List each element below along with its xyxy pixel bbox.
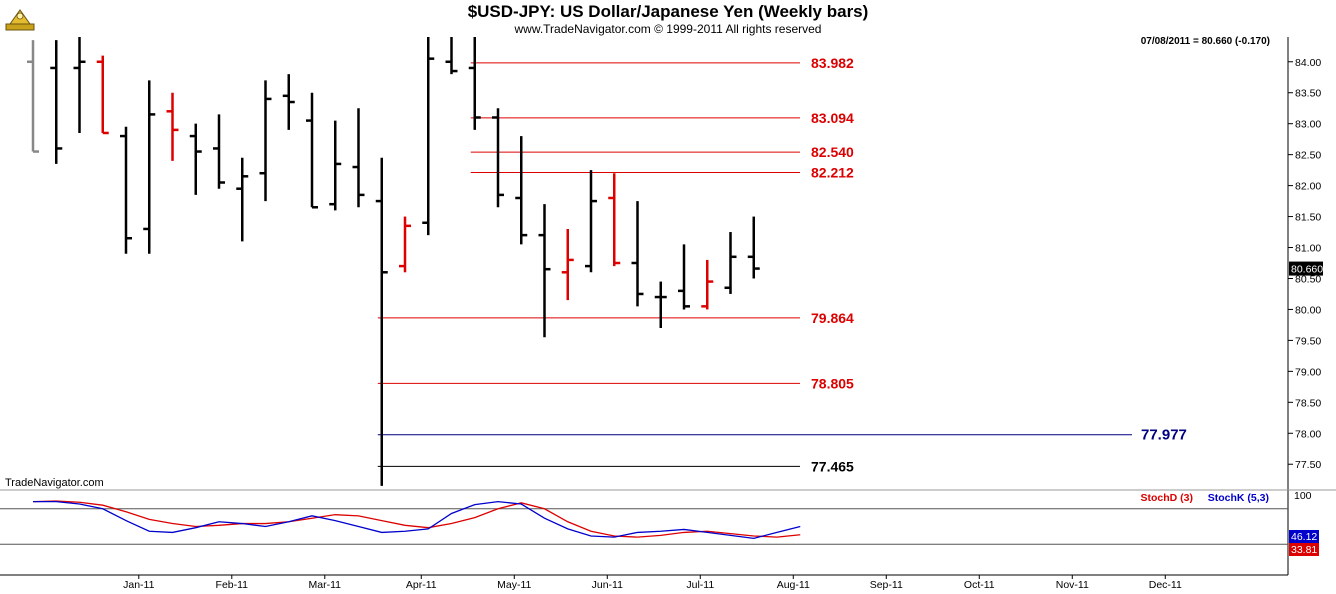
price-bar [468,37,481,130]
time-tick-label: Jul-11 [686,579,714,591]
price-tick-label: 82.50 [1295,150,1321,162]
time-tick-label: May-11 [497,579,531,591]
price-bar [701,259,714,310]
price-bar [747,216,760,279]
time-tick-label: Sep-11 [870,579,903,591]
price-tick-label: 81.00 [1295,243,1321,255]
level-label: 83.094 [811,110,854,126]
time-tick-label: Nov-11 [1056,579,1089,591]
stochK-value-tag [1289,530,1319,543]
price-bar [189,123,202,195]
level-label: 83.982 [811,55,854,71]
price-bar [585,170,597,273]
price-bar [213,114,225,189]
time-tick-label: Dec-11 [1149,579,1182,591]
level-label: 82.540 [811,144,854,160]
price-tick-label: 84.00 [1295,57,1321,69]
price-bar [329,120,342,211]
price-tick-label: 82.00 [1295,181,1321,193]
price-tick-label: 80.00 [1295,304,1321,316]
price-tick-label: 78.50 [1295,397,1321,409]
price-bar [678,244,690,310]
time-tick-label: Aug-11 [777,579,810,591]
price-bar [96,55,109,135]
price-bar [375,157,388,486]
stochK-value-label: 46.12 [1291,531,1317,543]
price-bar [143,80,156,254]
level-label: 79.864 [811,310,854,326]
price-bar [608,173,621,267]
price-bar [352,108,365,208]
price-bar [538,204,551,338]
price-bar [73,37,86,133]
price-bar [561,228,574,301]
price-tick-label: 79.50 [1295,335,1321,347]
price-tick-label: 81.50 [1295,212,1321,224]
price-bar [399,216,411,273]
price-bar [445,37,458,75]
price-bar [259,80,272,202]
price-bar [236,157,249,242]
time-tick-label: Oct-11 [964,579,995,591]
chart-title: $USD-JPY: US Dollar/Japanese Yen (Weekly… [467,2,869,21]
price-bar [282,74,295,130]
price-bar [422,37,435,236]
stoch-tick-label: 100 [1294,490,1312,502]
price-tick-label: 83.50 [1295,88,1321,100]
price-bar [27,40,39,153]
last-price-label: 80.660 [1291,264,1323,276]
stochD-line [32,500,801,538]
time-tick-label: Apr-11 [406,579,437,591]
level-label: 78.805 [811,375,854,391]
time-tick-label: Jun-11 [592,579,623,591]
price-tick-label: 77.50 [1295,459,1321,471]
stochD-value-label: 33.81 [1291,544,1317,556]
price-tick-label: 83.00 [1295,119,1321,131]
price-bar [654,281,667,329]
price-bar [50,40,63,164]
level-label: 82.212 [811,164,854,180]
price-tick-label: 80.50 [1295,273,1321,285]
price-bar [631,201,644,307]
price-tick-label: 78.00 [1295,428,1321,440]
tradenavigator-logo-icon [4,4,36,32]
stochK-legend: StochK (5,3) [1208,492,1269,504]
price-bar [515,136,528,245]
stochK-line [33,500,801,539]
level-label: 77.977 [1141,427,1187,444]
price-bar [724,232,737,294]
brand-label: TradeNavigator.com [5,477,104,489]
price-tick-label: 79.00 [1295,366,1321,378]
last-price-tag [1289,261,1323,276]
copyright-text: www.TradeNavigator.com © 1999-2011 All r… [514,22,822,36]
time-tick-label: Feb-11 [216,579,249,591]
time-tick-label: Mar-11 [309,579,342,591]
time-tick-label: Jan-11 [123,579,154,591]
stochD-value-tag [1289,543,1319,556]
stochD-legend: StochD (3) [1141,492,1194,504]
price-bar [492,108,504,208]
price-bar [306,92,318,209]
level-label: 77.465 [811,458,854,474]
price-readout: 07/08/2011 = 80.660 (-0.170) [1140,36,1270,47]
price-bar [120,126,132,254]
price-bar [166,92,179,161]
